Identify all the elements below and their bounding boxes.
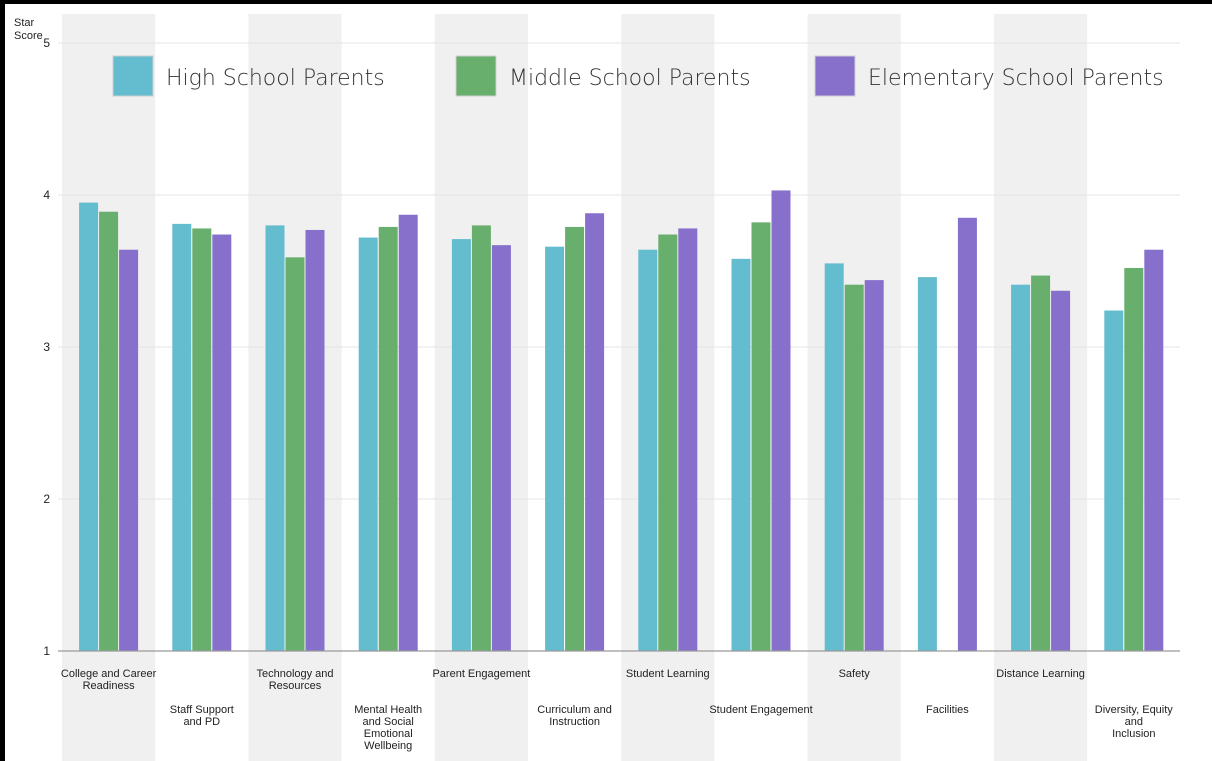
bar	[731, 258, 751, 651]
y-axis-ticks: 1 2 3 4 5	[43, 36, 50, 658]
x-tick-label: Facilities	[926, 704, 969, 716]
x-tick-label: Technology and Resources	[256, 668, 333, 692]
x-tick-label: Safety	[839, 668, 871, 680]
x-tick-label: Student Learning	[626, 668, 710, 680]
x-tick-label: Curriculum and Instruction	[537, 704, 612, 728]
bar	[378, 226, 398, 652]
bar	[212, 234, 232, 651]
bar	[1144, 249, 1164, 651]
legend-label: Middle School Parents	[509, 66, 751, 91]
x-tick-label-line: Technology and	[256, 668, 333, 680]
x-tick-label-line: College and Career	[61, 668, 157, 680]
x-tick-label: Mental Health and Social Emotional Wellbein…	[354, 704, 422, 752]
x-tick-label-line: Parent Engagement	[432, 668, 530, 680]
bar	[545, 246, 565, 651]
bar	[1051, 290, 1071, 651]
x-tick-label-line: Student Learning	[626, 668, 710, 680]
x-tick-label-line: Readiness	[83, 680, 135, 692]
bar	[957, 217, 977, 652]
bars	[79, 190, 1164, 652]
bar	[917, 277, 937, 651]
bar	[844, 284, 864, 651]
legend: High School Parents Middle School Parents…	[112, 55, 1164, 97]
x-tick-label-line: Resources	[269, 680, 322, 692]
y-tick-label: 4	[43, 188, 50, 202]
legend-label: Elementary School Parents	[868, 66, 1164, 91]
bar	[1124, 267, 1144, 651]
bar	[79, 202, 99, 651]
legend-swatch	[455, 55, 497, 97]
bar	[678, 228, 698, 651]
x-tick-label-line: and Social	[363, 716, 414, 728]
x-tick-label-line: Diversity, Equity	[1095, 704, 1174, 716]
x-tick-label: Student Engagement	[709, 704, 812, 716]
x-tick-label-line: Curriculum and	[537, 704, 612, 716]
gridlines	[58, 42, 1180, 500]
bar	[824, 263, 844, 651]
bar	[1104, 310, 1124, 651]
bar	[285, 257, 305, 651]
bar	[192, 228, 212, 651]
x-tick-label-line: Mental Health	[354, 704, 422, 716]
x-tick-label-line: Staff Support	[170, 704, 234, 716]
bar	[1031, 275, 1051, 651]
y-tick-label: 3	[43, 340, 50, 354]
y-tick-label: 1	[43, 644, 50, 658]
bar	[305, 229, 325, 651]
bar	[638, 249, 658, 651]
bar	[265, 225, 285, 651]
x-tick-label-line: Facilities	[926, 704, 969, 716]
bar	[1011, 284, 1031, 651]
bar	[358, 237, 378, 651]
bar	[99, 211, 119, 651]
bar	[471, 225, 491, 651]
x-tick-label-line: Distance Learning	[996, 668, 1085, 680]
bar	[751, 222, 771, 652]
x-tick-label-line: Inclusion	[1112, 728, 1155, 740]
x-tick-label: College and Career Readiness	[61, 668, 157, 692]
x-tick-label-line: Emotional	[364, 728, 413, 740]
legend-label: High School Parents	[166, 66, 385, 91]
x-tick-label: Parent Engagement	[432, 668, 530, 680]
x-tick-label-line: Student Engagement	[709, 704, 812, 716]
x-tick-label-line: and PD	[183, 716, 220, 728]
y-tick-label: 5	[43, 36, 50, 50]
x-tick-label: Staff Support and PD	[170, 704, 234, 728]
x-tick-label: Diversity, Equity and Inclusion	[1095, 704, 1174, 740]
bar	[398, 214, 418, 651]
bar	[864, 280, 884, 651]
y-axis-label-line: Score	[14, 30, 43, 42]
legend-swatch	[814, 55, 856, 97]
bar	[451, 239, 471, 651]
bar	[119, 249, 139, 651]
x-tick-label-line: Instruction	[549, 716, 600, 728]
y-tick-label: 2	[43, 492, 50, 506]
bar	[565, 226, 585, 652]
bar	[172, 223, 192, 651]
y-axis-label-line: Star	[14, 17, 35, 29]
bar	[585, 213, 605, 652]
x-axis-tick-labels: College and Career Readiness Staff Support…	[61, 668, 1173, 752]
bar	[658, 234, 678, 651]
x-tick-label-line: Safety	[839, 668, 871, 680]
bar	[491, 245, 511, 651]
x-tick-label: Distance Learning	[996, 668, 1085, 680]
y-axis-label: Star Score	[14, 17, 43, 42]
x-tick-label-line: and	[1125, 716, 1143, 728]
legend-swatch	[112, 55, 154, 97]
bar	[771, 190, 791, 651]
x-tick-label-line: Wellbeing	[364, 740, 412, 752]
